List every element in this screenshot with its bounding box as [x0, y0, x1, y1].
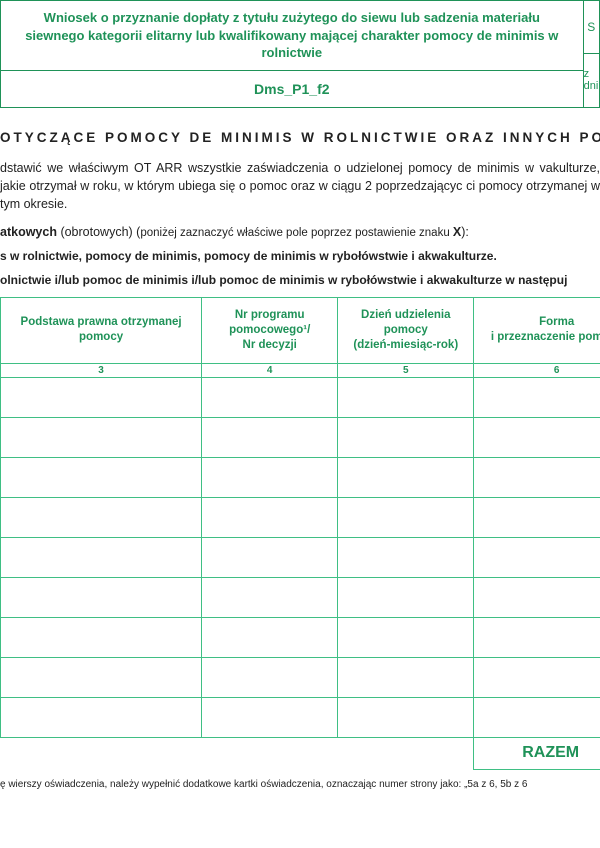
form-header-right: S z dni: [584, 1, 599, 107]
razem-label: RAZEM: [474, 737, 600, 769]
col-header-6: Forma i przeznaczenie pomocy: [474, 298, 600, 364]
table-row: [1, 537, 600, 577]
subhead-suffix: ):: [461, 225, 469, 239]
bold-line-2: olnictwie i/lub pomoc de minimis i/lub p…: [0, 273, 600, 287]
table-row: [1, 497, 600, 537]
subhead-x: X: [453, 225, 461, 239]
form-code: Dms_P1_f2: [1, 71, 583, 107]
table-total-row: RAZEM: [1, 737, 600, 769]
footnote: ę wierszy oświadczenia, należy wypełnić …: [0, 778, 600, 791]
table-number-row: 3 4 5 6: [1, 363, 600, 377]
form-header-left: Wniosek o przyznanie dopłaty z tytułu zu…: [1, 1, 584, 107]
col-header-5: Dzień udzielenia pomocy (dzień-miesiąc-r…: [338, 298, 474, 364]
header-right-bottom: z dni: [584, 54, 599, 107]
form-title: Wniosek o przyznanie dopłaty z tytułu zu…: [1, 1, 583, 70]
section-heading: OTYCZĄCE POMOCY DE MINIMIS W ROLNICTWIE …: [0, 130, 600, 145]
col-num-5: 5: [338, 363, 474, 377]
table-row: [1, 697, 600, 737]
aid-table: Podstawa prawna otrzymanej pomocy Nr pro…: [0, 297, 600, 770]
subheading: atkowych (obrotowych) (poniżej zaznaczyć…: [0, 225, 600, 239]
table-row: [1, 417, 600, 457]
table-row: [1, 617, 600, 657]
bold-line-1: s w rolnictwie, pomocy de minimis, pomoc…: [0, 249, 600, 263]
paragraph-1: dstawić we właściwym OT ARR wszystkie za…: [0, 159, 600, 213]
col-header-4: Nr programu pomocowego¹/ Nr decyzji: [202, 298, 338, 364]
table-row: [1, 657, 600, 697]
subhead-bold: atkowych: [0, 225, 57, 239]
table-row: [1, 457, 600, 497]
header-right-top: S: [584, 1, 599, 54]
subhead-note: poniżej zaznaczyć właściwe pole poprzez …: [140, 227, 453, 239]
col-num-3: 3: [1, 363, 202, 377]
table-header-row: Podstawa prawna otrzymanej pomocy Nr pro…: [1, 298, 600, 364]
col-num-6: 6: [474, 363, 600, 377]
col-num-4: 4: [202, 363, 338, 377]
col-header-3: Podstawa prawna otrzymanej pomocy: [1, 298, 202, 364]
form-header: Wniosek o przyznanie dopłaty z tytułu zu…: [0, 0, 600, 108]
table-row: [1, 377, 600, 417]
table-row: [1, 577, 600, 617]
subhead-mid: (obrotowych) (: [57, 225, 140, 239]
